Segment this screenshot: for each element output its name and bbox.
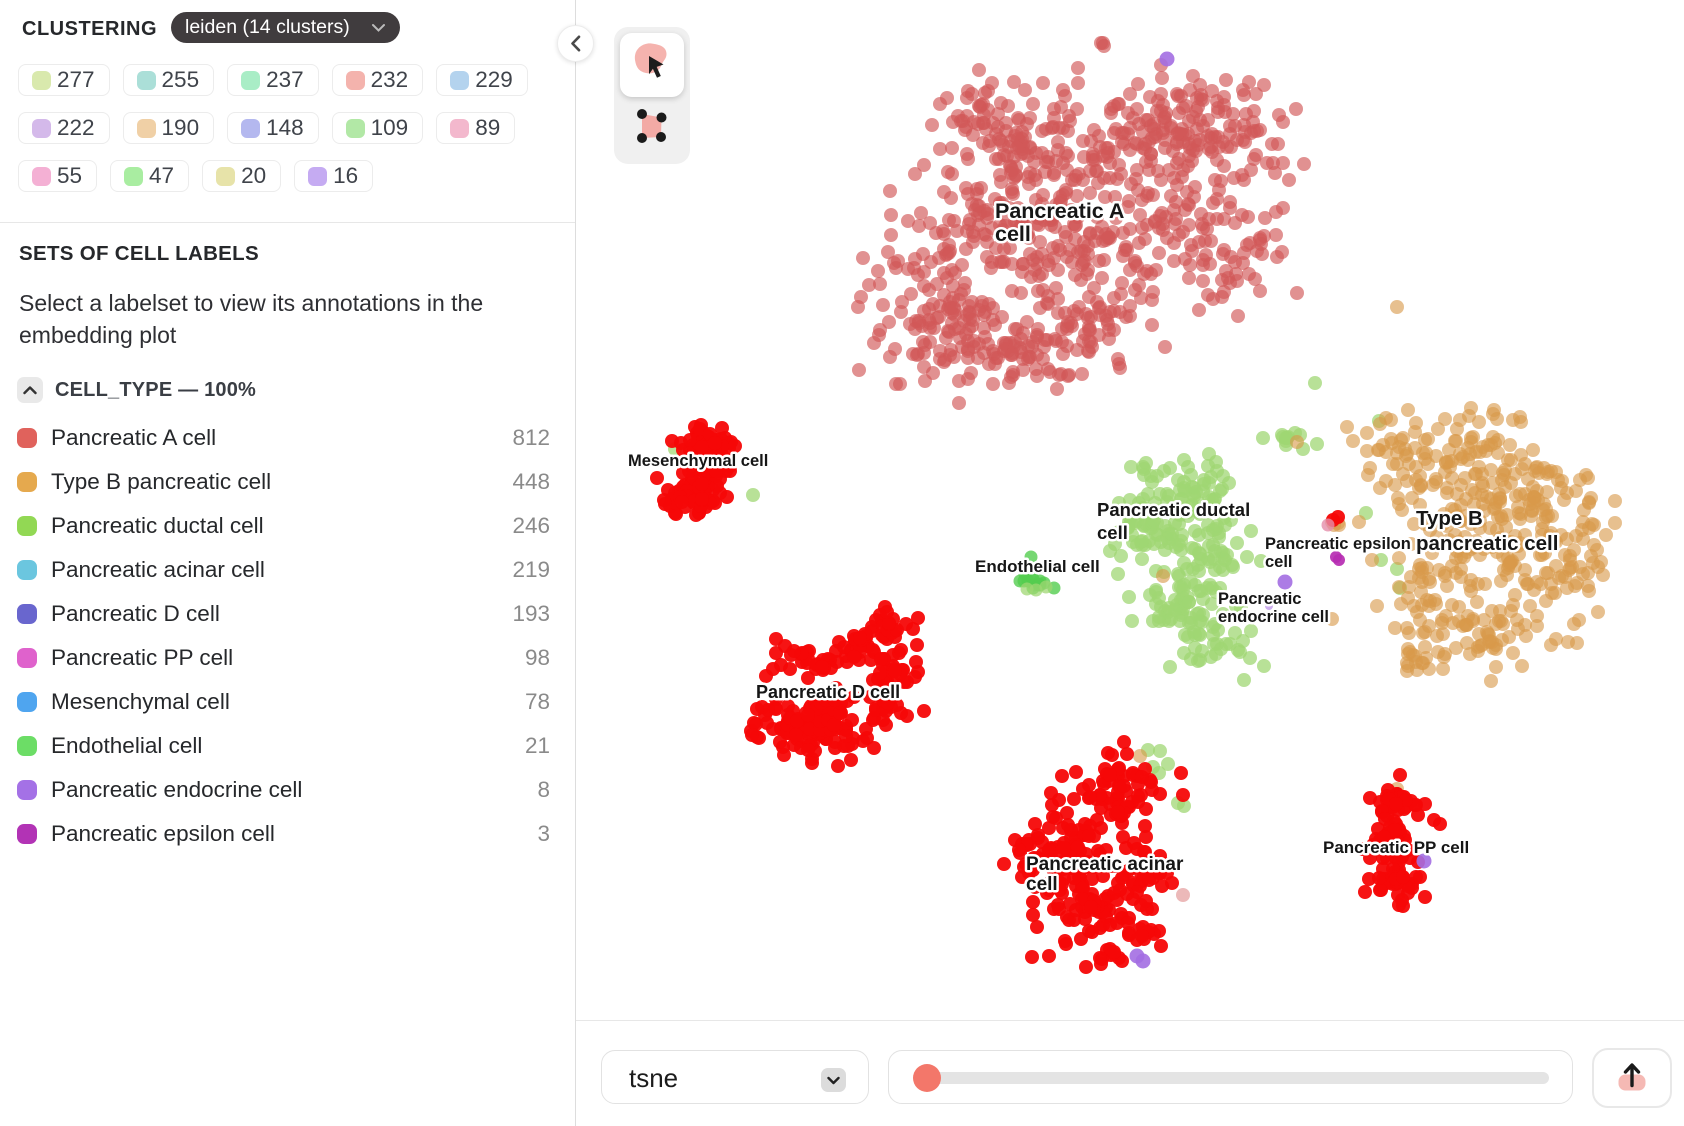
svg-text:Pancreatic D cell: Pancreatic D cell [756, 682, 900, 702]
svg-text:Endothelial cell: Endothelial cell [975, 557, 1100, 576]
svg-text:Mesenchymal cell: Mesenchymal cell [628, 452, 768, 470]
svg-text:Pancreatic PP cell: Pancreatic PP cell [1323, 838, 1469, 857]
